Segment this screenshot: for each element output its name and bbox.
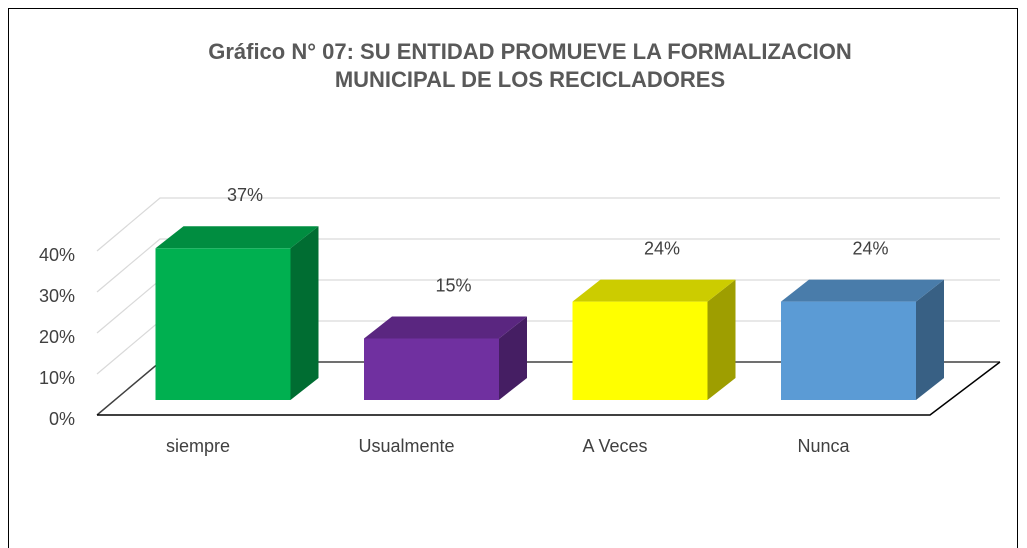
value-label: 24% <box>644 238 680 258</box>
x-tick-label: Usualmente <box>358 436 454 456</box>
floor <box>97 362 1000 415</box>
y-tick-label: 10% <box>39 368 75 388</box>
y-tick-label: 40% <box>39 245 75 265</box>
bar <box>364 338 499 400</box>
bar-top <box>572 279 736 302</box>
grid-line <box>96 238 1000 293</box>
bar-side <box>916 279 944 400</box>
y-tick-label: 0% <box>49 409 75 429</box>
y-tick-label: 30% <box>39 286 75 306</box>
chart-title: Gráfico N° 07: SU ENTIDAD PROMUEVE LA FO… <box>208 39 852 92</box>
bar <box>572 301 708 400</box>
bar-side <box>290 226 319 400</box>
bar-top <box>781 279 944 302</box>
x-tick-label: A Veces <box>582 436 647 456</box>
grid-line <box>96 197 1000 252</box>
frame <box>8 8 1018 548</box>
x-tick-label: siempre <box>166 436 230 456</box>
value-label: 37% <box>227 185 263 205</box>
bar <box>155 248 291 400</box>
bar-top <box>364 316 527 339</box>
bar <box>781 301 916 400</box>
bar-side <box>707 279 736 400</box>
bar-side <box>499 316 527 400</box>
value-label: 24% <box>852 238 888 258</box>
x-tick-label: Nunca <box>797 436 850 456</box>
y-tick-label: 20% <box>39 327 75 347</box>
floor-edge <box>97 361 1001 416</box>
value-label: 15% <box>435 275 471 295</box>
bar-top <box>155 226 319 249</box>
